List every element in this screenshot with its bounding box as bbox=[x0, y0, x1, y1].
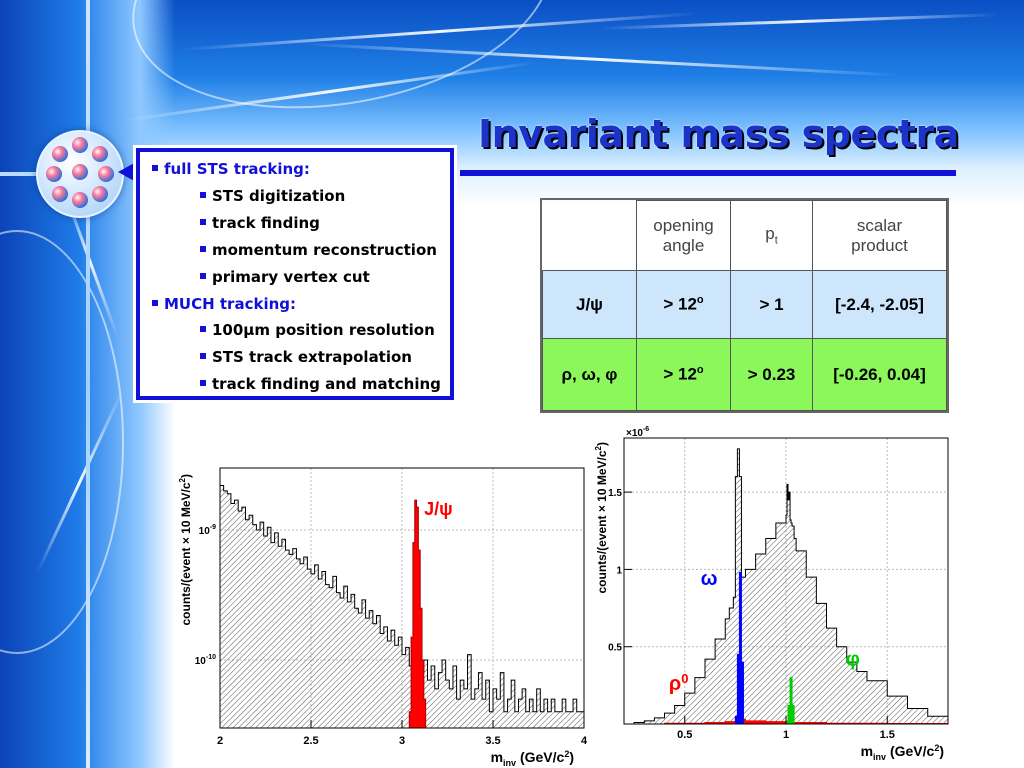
header-pt: pt bbox=[730, 200, 813, 271]
bullet-item: MUCH tracking: bbox=[152, 295, 296, 313]
phi-label: φ bbox=[846, 648, 860, 670]
omega-peak bbox=[734, 571, 744, 725]
bullet-square-icon bbox=[200, 272, 206, 279]
row-label-rho-omega-phi: ρ, ω, φ bbox=[542, 338, 637, 411]
bullet-subitem: STS digitization bbox=[200, 187, 345, 205]
bullet-subitem: 100µm position resolution bbox=[200, 321, 435, 339]
table-corner-cell bbox=[543, 201, 637, 271]
bullet-subitem: primary vertex cut bbox=[200, 268, 370, 286]
light-meson-histogram-svg: 0.5 1 1.5 0.5 1 1.5 ×10-6 ω φ ρ0 minv (GeV/c2) coun… bbox=[594, 426, 949, 762]
y-multiplier-label: ×10-6 bbox=[626, 426, 649, 439]
x-tick-label: 2 bbox=[217, 735, 223, 747]
logo-vertical-line bbox=[86, 0, 90, 768]
logo-particle-icon bbox=[52, 146, 68, 162]
jpsi-label: J/ψ bbox=[424, 499, 453, 519]
cell-scalar: [-0.26, 0.04] bbox=[812, 338, 947, 411]
logo-particle-icon bbox=[46, 166, 62, 182]
logo-particle-icon bbox=[72, 164, 88, 180]
bullet-subitem: momentum reconstruction bbox=[200, 241, 437, 259]
total-histogram bbox=[624, 448, 949, 725]
bullet-square-icon bbox=[200, 379, 206, 386]
cell-angle: > 12o bbox=[636, 338, 731, 411]
bullet-subitem: track finding bbox=[200, 214, 320, 232]
box-pointer bbox=[118, 162, 136, 182]
background-histogram bbox=[219, 485, 585, 729]
logo-particle-icon bbox=[52, 186, 68, 202]
logo-particle-icon bbox=[72, 192, 88, 208]
jpsi-mass-plot: 2 2.5 3 3.5 4 10-9 10-10 J/ψ minv (GeV/c2) counts… bbox=[176, 428, 592, 768]
table-row-jpsi: J/ψ > 12o > 1 [-2.4, -2.05] bbox=[542, 270, 947, 339]
jpsi-histogram-svg: 2 2.5 3 3.5 4 10-9 10-10 J/ψ minv (GeV/c2) counts… bbox=[178, 467, 588, 768]
header-scalar-product: scalar product bbox=[812, 200, 947, 271]
row-label-jpsi: J/ψ bbox=[542, 270, 637, 339]
cell-pt: > 0.23 bbox=[730, 338, 813, 411]
bullet-square-icon bbox=[200, 352, 206, 359]
bullet-subitem: track finding and matching bbox=[200, 375, 441, 393]
table-row-light-vector-mesons: ρ, ω, φ > 12o > 0.23 [-0.26, 0.04] bbox=[542, 338, 947, 411]
y-tick-label: 1.5 bbox=[608, 488, 622, 499]
logo-particle-icon bbox=[92, 186, 108, 202]
bullet-square-icon bbox=[200, 245, 206, 252]
bullet-square-icon bbox=[200, 218, 206, 225]
cell-scalar: [-2.4, -2.05] bbox=[812, 270, 947, 339]
bullet-square-icon bbox=[152, 299, 158, 306]
x-axis-label: minv (GeV/c2) bbox=[491, 749, 574, 768]
rho-label: ρ0 bbox=[669, 671, 689, 695]
y-tick-label: 0.5 bbox=[608, 643, 622, 654]
x-tick-label: 3 bbox=[399, 735, 405, 747]
title-underline bbox=[460, 170, 956, 176]
bullet-subitem: STS track extrapolation bbox=[200, 348, 412, 366]
bullet-square-icon bbox=[200, 325, 206, 332]
cell-pt: > 1 bbox=[730, 270, 813, 339]
x-tick-label: 0.5 bbox=[677, 729, 692, 741]
jpsi-peak bbox=[408, 499, 427, 729]
bullet-square-icon bbox=[152, 164, 158, 171]
header-opening-angle: opening angle bbox=[636, 200, 731, 271]
y-tick-label: 10-9 bbox=[199, 524, 216, 537]
omega-label: ω bbox=[701, 568, 718, 590]
logo-particle-icon bbox=[92, 146, 108, 162]
x-tick-label: 1.5 bbox=[880, 729, 895, 741]
logo-particle-icon bbox=[72, 137, 88, 153]
cell-angle: > 12o bbox=[636, 270, 731, 339]
phi-peak bbox=[785, 677, 795, 725]
x-tick-label: 1 bbox=[783, 729, 789, 741]
cuts-table: opening angle pt scalar product J/ψ > 12o … bbox=[540, 198, 949, 413]
y-axis-label: counts/(event × 10 MeV/c2) bbox=[594, 442, 609, 594]
x-tick-label: 2.5 bbox=[303, 735, 318, 747]
tracking-bullet-box: full STS tracking: STS digitization trac… bbox=[133, 145, 457, 403]
light-meson-mass-plot: 0.5 1 1.5 0.5 1 1.5 ×10-6 ω φ ρ0 minv (GeV/c2) coun… bbox=[592, 424, 960, 768]
y-axis-label: counts/(event × 10 MeV/c2) bbox=[178, 474, 193, 626]
bullet-item: full STS tracking: bbox=[152, 160, 310, 178]
y-tick-label: 1 bbox=[616, 565, 622, 576]
y-tick-label: 10-10 bbox=[195, 654, 216, 667]
logo-particle-icon bbox=[98, 166, 114, 182]
x-tick-label: 3.5 bbox=[485, 735, 500, 747]
x-axis-label: minv (GeV/c2) bbox=[861, 743, 944, 762]
slide-title: Invariant mass spectra bbox=[478, 112, 959, 156]
x-tick-label: 4 bbox=[581, 735, 588, 747]
detector-logo bbox=[36, 130, 124, 218]
table-header-row: opening angle pt scalar product bbox=[543, 200, 947, 271]
bullet-square-icon bbox=[200, 191, 206, 198]
